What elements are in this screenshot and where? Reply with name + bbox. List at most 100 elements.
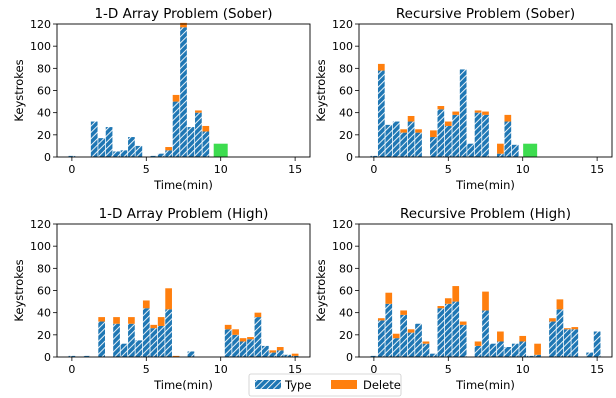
bar-type-1	[83, 355, 91, 357]
bar-type-13	[262, 345, 269, 357]
x-tick-label: 5	[445, 163, 452, 176]
bar-type-4.5	[135, 145, 143, 157]
bar-delete-0.5	[377, 318, 385, 321]
bar-delete-1	[385, 292, 393, 304]
completion-marker	[523, 143, 538, 157]
bar-type-7.5	[180, 27, 187, 158]
y-tick-label: 0	[44, 351, 51, 364]
y-tick-label: 40	[37, 307, 51, 320]
legend-frame	[248, 373, 402, 397]
bar-type-0.5	[377, 70, 385, 157]
x-tick-label: 10	[214, 163, 228, 176]
bar-delete-12.5	[556, 299, 564, 310]
y-tick-label: 120	[332, 18, 353, 31]
legend-swatch-delete	[331, 380, 357, 389]
bar-type-4	[430, 353, 437, 357]
bar-type-4.5	[437, 109, 445, 157]
y-tick-label: 20	[37, 329, 51, 342]
bar-delete-7.5	[482, 291, 489, 311]
bar-type-12	[247, 339, 254, 357]
bar-delete-3.5	[422, 341, 430, 344]
y-tick-label: 40	[339, 107, 353, 120]
y-tick-label: 60	[339, 285, 353, 298]
bar-type-3	[113, 323, 120, 357]
x-tick-label: 15	[590, 363, 604, 376]
bar-delete-9	[202, 125, 210, 132]
bar-type-3	[415, 323, 422, 357]
y-axis-label: Keystrokes	[12, 259, 26, 321]
bar-delete-11	[232, 329, 239, 335]
bar-type-8.5	[195, 112, 202, 157]
bar-type-12	[549, 321, 556, 357]
bar-type-5.5	[150, 155, 158, 157]
chart-title: 1-D Array Problem (Sober)	[94, 6, 272, 22]
bar-delete-5.5	[150, 324, 158, 329]
bar-delete-5.5	[452, 286, 460, 302]
bar-type-2	[98, 321, 105, 357]
y-axis-label: Keystrokes	[12, 59, 26, 121]
legend-label-type: Type	[284, 378, 311, 392]
y-tick-label: 40	[37, 107, 51, 120]
bar-type-2	[98, 138, 105, 157]
bar-delete-7	[172, 355, 180, 357]
bar-type-8.5	[497, 153, 504, 157]
bar-type-7.5	[482, 310, 489, 357]
bar-delete-4	[128, 317, 135, 324]
bar-type-14	[276, 350, 284, 357]
y-tick-label: 80	[339, 262, 353, 275]
bar-type-0	[68, 355, 76, 357]
subplot-1d-array-high: 1-D Array Problem (High) 0 20 40 60 80 100 120 0…	[12, 206, 311, 392]
bar-type-5.5	[452, 301, 460, 357]
x-axis-label: Time(min)	[153, 378, 213, 392]
bar-type-3.5	[120, 343, 128, 357]
completion-marker	[213, 143, 228, 157]
y-tick-label: 80	[37, 262, 51, 275]
bar-type-9	[504, 121, 512, 157]
bar-type-7	[172, 101, 180, 157]
bar-type-10.5	[526, 355, 534, 357]
x-axis-label: Time(min)	[455, 378, 515, 392]
bar-delete-1.5	[392, 333, 400, 339]
y-tick-label: 20	[339, 329, 353, 342]
bar-type-3.5	[422, 343, 430, 357]
y-tick-label: 60	[37, 85, 51, 98]
legend-label-delete: Delete	[363, 378, 401, 392]
bar-delete-12.5	[254, 312, 262, 318]
bar-delete-7	[172, 94, 180, 102]
bar-type-7.5	[482, 114, 489, 157]
axes-frame	[56, 223, 311, 358]
bar-type-1	[385, 124, 393, 157]
bar-type-5	[444, 125, 452, 157]
x-tick-label: 5	[445, 363, 452, 376]
bar-delete-3	[415, 129, 422, 133]
bar-type-8	[187, 127, 195, 157]
x-tick-label: 0	[370, 363, 377, 376]
bar-type-11.5	[239, 341, 247, 357]
bar-type-12.5	[556, 309, 564, 357]
bar-type-10	[519, 341, 527, 357]
bar-type-0	[370, 155, 378, 157]
bar-type-0	[370, 355, 378, 357]
bar-type-15	[291, 355, 299, 357]
bar-type-1.5	[90, 121, 98, 157]
bar-type-3.5	[120, 150, 128, 157]
y-axis-label: Keystrokes	[314, 59, 328, 121]
y-tick-label: 100	[30, 40, 51, 53]
bar-type-1.5	[392, 338, 400, 357]
y-tick-label: 40	[339, 307, 353, 320]
bar-delete-11	[534, 343, 541, 355]
bar-type-4	[128, 323, 135, 357]
bar-delete-15	[291, 353, 299, 356]
x-tick-label: 5	[143, 363, 150, 376]
bar-type-14.5	[284, 354, 292, 357]
bar-type-8.5	[497, 341, 504, 357]
bar-type-9.5	[511, 343, 519, 357]
bar-type-3	[415, 132, 422, 157]
bar-type-7	[474, 112, 482, 157]
y-tick-label: 60	[339, 85, 353, 98]
bar-type-6.5	[165, 309, 172, 357]
bar-type-11	[534, 354, 541, 357]
bar-type-4	[128, 137, 135, 157]
y-tick-label: 20	[37, 129, 51, 142]
